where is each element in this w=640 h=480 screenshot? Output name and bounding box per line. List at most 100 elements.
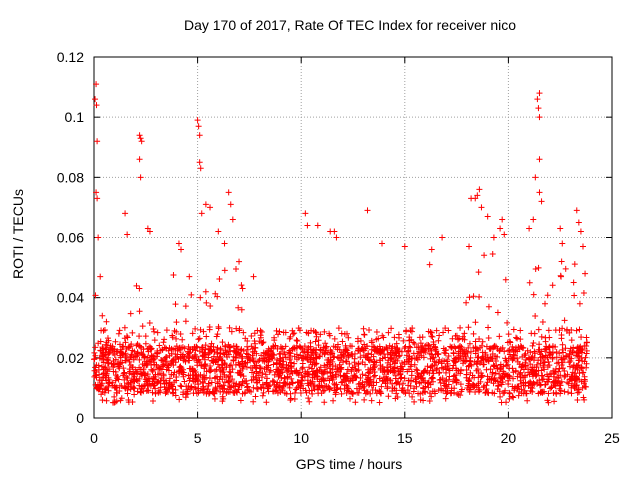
data-point: [301, 343, 308, 350]
data-point: [425, 379, 432, 386]
data-point: [370, 343, 377, 350]
data-point: [573, 207, 580, 214]
data-point: [345, 378, 352, 385]
data-point: [249, 349, 256, 356]
data-point: [466, 378, 473, 385]
data-point: [568, 355, 575, 362]
data-point: [487, 366, 494, 373]
data-point: [201, 361, 208, 368]
data-point: [529, 342, 536, 349]
data-point: [314, 373, 321, 380]
data-point: [321, 399, 328, 406]
data-point: [142, 333, 149, 340]
data-point: [151, 337, 158, 344]
data-point: [479, 349, 486, 356]
data-point: [515, 392, 522, 399]
data-point: [369, 367, 376, 374]
data-point: [241, 378, 248, 385]
data-point: [331, 335, 338, 342]
data-point: [356, 385, 363, 392]
data-point: [489, 251, 496, 258]
data-point: [115, 330, 122, 337]
data-point: [112, 338, 119, 345]
data-point: [550, 373, 557, 380]
data-point: [560, 349, 567, 356]
data-point: [472, 350, 479, 357]
data-point: [378, 383, 385, 390]
data-point: [536, 341, 543, 348]
data-point: [221, 267, 228, 274]
data-point: [94, 385, 101, 392]
data-point: [546, 352, 553, 359]
data-point: [433, 327, 440, 334]
data-point: [415, 344, 422, 351]
data-point: [125, 399, 132, 406]
data-point: [384, 383, 391, 390]
data-point: [540, 376, 547, 383]
data-point: [144, 354, 151, 361]
data-point: [155, 363, 162, 370]
data-point: [240, 329, 247, 336]
data-point: [568, 326, 575, 333]
data-point: [523, 390, 530, 397]
data-point: [308, 365, 315, 372]
data-point: [376, 357, 383, 364]
data-point: [158, 357, 165, 364]
data-point: [562, 265, 569, 272]
data-point: [475, 374, 482, 381]
data-point: [177, 354, 184, 361]
data-point: [369, 386, 376, 393]
data-point: [227, 201, 234, 208]
data-point: [348, 343, 355, 350]
data-point: [161, 344, 168, 351]
data-point: [342, 347, 349, 354]
data-point: [230, 379, 237, 386]
data-point: [334, 341, 341, 348]
data-point: [406, 334, 413, 341]
data-point: [320, 368, 327, 375]
data-point: [94, 195, 101, 202]
data-point: [406, 366, 413, 373]
data-point: [504, 373, 511, 380]
data-point: [438, 385, 445, 392]
data-point: [214, 380, 221, 387]
data-point: [157, 389, 164, 396]
data-point: [148, 345, 155, 352]
data-point: [517, 327, 524, 334]
data-point: [91, 356, 98, 363]
data-point: [411, 398, 418, 405]
data-point: [136, 156, 143, 163]
data-point: [233, 388, 240, 395]
data-point: [136, 308, 143, 315]
data-point: [487, 346, 494, 353]
data-point: [450, 362, 457, 369]
data-point: [271, 334, 278, 341]
data-point: [156, 370, 163, 377]
data-point: [103, 397, 110, 404]
data-point: [280, 382, 287, 389]
data-point: [580, 394, 587, 401]
data-point: [559, 365, 566, 372]
data-point: [228, 328, 235, 335]
data-point: [140, 366, 147, 373]
data-point: [430, 370, 437, 377]
data-point: [276, 328, 283, 335]
data-point: [473, 360, 480, 367]
data-point: [483, 366, 490, 373]
data-point: [202, 201, 209, 208]
data-point: [558, 362, 565, 369]
data-point: [472, 389, 479, 396]
data-point: [414, 350, 421, 357]
data-point: [422, 342, 429, 349]
data-point: [327, 369, 334, 376]
data-point: [427, 328, 434, 335]
data-point: [354, 335, 361, 342]
data-point: [99, 351, 106, 358]
data-point: [573, 349, 580, 356]
data-point: [136, 285, 143, 292]
data-point: [494, 365, 501, 372]
data-point: [413, 366, 420, 373]
data-point: [235, 304, 242, 311]
data-point: [291, 360, 298, 367]
data-point: [123, 373, 130, 380]
